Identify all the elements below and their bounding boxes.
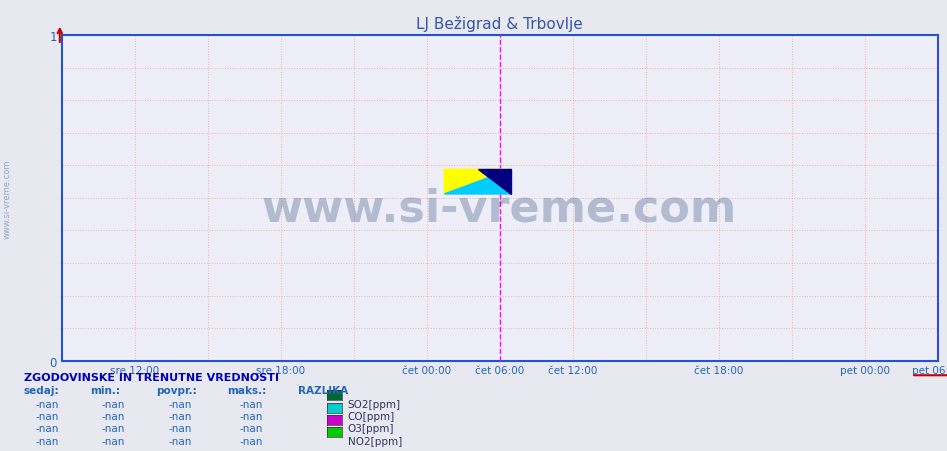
Text: sedaj:: sedaj: bbox=[24, 386, 60, 396]
Text: -nan: -nan bbox=[240, 411, 262, 421]
Title: LJ Bežigrad & Trbovlje: LJ Bežigrad & Trbovlje bbox=[416, 16, 583, 32]
Text: O3[ppm]: O3[ppm] bbox=[348, 423, 394, 433]
Text: CO[ppm]: CO[ppm] bbox=[348, 411, 395, 421]
Text: NO2[ppm]: NO2[ppm] bbox=[348, 436, 402, 446]
Polygon shape bbox=[477, 170, 511, 194]
Text: www.si-vreme.com: www.si-vreme.com bbox=[262, 187, 737, 230]
Text: -nan: -nan bbox=[102, 411, 125, 421]
Text: SO2[ppm]: SO2[ppm] bbox=[348, 399, 401, 409]
Text: -nan: -nan bbox=[240, 399, 262, 409]
Text: min.:: min.: bbox=[90, 386, 120, 396]
Text: -nan: -nan bbox=[169, 411, 191, 421]
Text: -nan: -nan bbox=[36, 436, 59, 446]
Text: maks.:: maks.: bbox=[227, 386, 266, 396]
Text: -nan: -nan bbox=[36, 423, 59, 433]
Text: -nan: -nan bbox=[240, 436, 262, 446]
Text: -nan: -nan bbox=[102, 423, 125, 433]
Polygon shape bbox=[444, 170, 511, 194]
Text: -nan: -nan bbox=[169, 436, 191, 446]
Text: -nan: -nan bbox=[102, 399, 125, 409]
Text: -nan: -nan bbox=[36, 411, 59, 421]
Text: www.si-vreme.com: www.si-vreme.com bbox=[3, 159, 12, 238]
Polygon shape bbox=[444, 170, 511, 194]
Text: povpr.:: povpr.: bbox=[156, 386, 197, 396]
Text: RAZLIKA: RAZLIKA bbox=[298, 386, 348, 396]
Text: -nan: -nan bbox=[240, 423, 262, 433]
Text: -nan: -nan bbox=[102, 436, 125, 446]
Text: -nan: -nan bbox=[169, 399, 191, 409]
Text: -nan: -nan bbox=[36, 399, 59, 409]
Text: ZGODOVINSKE IN TRENUTNE VREDNOSTI: ZGODOVINSKE IN TRENUTNE VREDNOSTI bbox=[24, 372, 278, 382]
Text: -nan: -nan bbox=[169, 423, 191, 433]
